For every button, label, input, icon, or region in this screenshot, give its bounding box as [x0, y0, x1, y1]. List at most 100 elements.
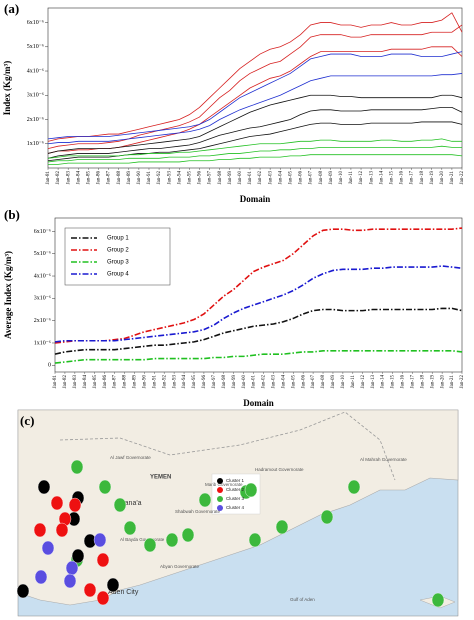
cluster-point — [55, 522, 69, 538]
x-tick-label: Jan-07 — [311, 375, 316, 389]
x-tick-label: Jan-84 — [76, 171, 81, 185]
x-tick-label: Jan-17 — [411, 375, 416, 389]
x-tick-label: Jan-06 — [299, 171, 304, 185]
border — [59, 411, 396, 481]
x-tick-label: Jan-08 — [321, 375, 326, 389]
x-tick-label: Jan-88 — [123, 375, 128, 389]
plot-frame — [54, 217, 463, 373]
x-tick-label: Jan-16 — [400, 171, 405, 185]
plot-frame — [47, 7, 463, 169]
x-tick-label: Jan-82 — [63, 375, 68, 389]
x-tick-label: Jan-13 — [371, 375, 376, 389]
x-tick-label: Jan-92 — [157, 171, 162, 185]
x-tick-label: Jan-05 — [291, 375, 296, 389]
series-line — [47, 106, 463, 159]
x-tick-label: Jan-89 — [133, 375, 138, 389]
x-tick-label: Jan-06 — [301, 375, 306, 389]
cluster-point — [165, 532, 179, 548]
x-tick-label: Jan-11 — [351, 375, 356, 389]
cluster-point — [33, 522, 47, 538]
x-tick-label: Jan-93 — [172, 375, 177, 389]
x-tick-label: Jan-96 — [198, 171, 203, 185]
y-tick-label: 0 — [48, 363, 51, 369]
cluster-point — [198, 492, 212, 508]
country-label: YEMEN — [150, 475, 171, 481]
y-tick-label: 6x10⁻⁶ — [34, 229, 51, 235]
x-tick-label: Jan-00 — [242, 375, 247, 389]
legend-label: Cluster 2 — [226, 487, 245, 492]
x-tick-label: Jan-93 — [167, 171, 172, 185]
legend-swatch — [217, 487, 223, 493]
legend-swatch — [217, 496, 223, 502]
x-tick-label: Jan-14 — [379, 171, 384, 185]
cluster-point — [113, 497, 127, 513]
x-tick-label: Jan-87 — [113, 375, 118, 389]
series-line — [47, 145, 462, 163]
y-axis-title: Average Index (Kg/m³) — [3, 251, 13, 339]
x-tick-label: Jan-99 — [228, 171, 233, 185]
y-tick-label: 2x10⁻⁶ — [34, 318, 51, 324]
x-tick-label: Jan-03 — [268, 171, 273, 185]
place-label: Al Mahrah Governorate — [360, 457, 407, 462]
y-tick-label: 3x10⁻⁶ — [27, 93, 44, 99]
x-tick-label: Jan-19 — [430, 171, 435, 185]
cluster-point — [106, 577, 120, 593]
place-label: Hadramout Governorate — [255, 467, 304, 472]
sea-label: Gulf of Aden — [290, 597, 315, 602]
x-tick-label: Jan-95 — [192, 375, 197, 389]
x-tick-label: Jan-86 — [97, 171, 102, 185]
series-line — [47, 46, 463, 154]
x-tick-label: Jan-17 — [410, 171, 415, 185]
cluster-point — [244, 482, 258, 498]
y-tick-label: 4x10⁻⁶ — [27, 68, 44, 74]
x-tick-label: Jan-92 — [162, 375, 167, 389]
place-label: Al Bayda Governorate — [120, 537, 165, 542]
legend-swatch — [217, 478, 223, 484]
x-tick-label: Jan-97 — [212, 375, 217, 389]
cluster-point — [68, 497, 82, 513]
x-tick-label: Jan-94 — [177, 171, 182, 185]
x-tick-label: Jan-96 — [202, 375, 207, 389]
x-tick-label: Jan-19 — [430, 375, 435, 389]
place-label: Shabwah Governorate — [175, 509, 221, 514]
x-tick-label: Jan-16 — [401, 375, 406, 389]
cluster-point — [65, 560, 79, 576]
place-label: Al Jawf Governorate — [110, 455, 151, 460]
x-tick-label: Jan-21 — [450, 375, 455, 389]
panel-label: (b) — [4, 207, 20, 222]
x-tick-label: Jan-20 — [440, 375, 445, 389]
cluster-point — [123, 520, 137, 536]
x-tick-label: Jan-12 — [361, 375, 366, 389]
x-tick-label: Jan-10 — [341, 375, 346, 389]
cluster-point — [71, 548, 85, 564]
cluster-point — [70, 459, 84, 475]
x-tick-label: Jan-22 — [460, 171, 465, 185]
x-tick-label: Jan-04 — [278, 171, 283, 185]
x-tick-label: Jan-83 — [66, 171, 71, 185]
x-tick-label: Jan-07 — [309, 171, 314, 185]
y-tick-label: 4x10⁻⁶ — [34, 273, 51, 279]
legend-label: Cluster 1 — [226, 478, 245, 483]
cluster-point — [275, 519, 289, 535]
x-tick-label: Jan-21 — [450, 171, 455, 185]
panel-label: (c) — [20, 413, 34, 428]
y-tick-label: 5x10⁻⁶ — [27, 44, 44, 50]
x-tick-label: Jan-85 — [93, 375, 98, 389]
x-tick-label: Jan-87 — [107, 171, 112, 185]
x-tick-label: Jan-14 — [381, 375, 386, 389]
x-tick-label: Jan-12 — [359, 171, 364, 185]
x-tick-label: Jan-18 — [420, 171, 425, 185]
legend-label: Group 1 — [107, 236, 129, 242]
x-tick-label: Jan-09 — [331, 375, 336, 389]
x-tick-label: Jan-91 — [152, 375, 157, 389]
cluster-point — [41, 540, 55, 556]
x-tick-label: Jan-81 — [53, 375, 58, 389]
x-tick-label: Jan-22 — [460, 375, 465, 389]
x-tick-label: Jan-97 — [208, 171, 213, 185]
x-tick-label: Jan-15 — [391, 375, 396, 389]
x-tick-label: Jan-89 — [127, 171, 132, 185]
y-tick-label: 1x10⁻⁶ — [34, 340, 51, 346]
x-tick-label: Jan-98 — [218, 171, 223, 185]
legend-label: Group 2 — [107, 248, 129, 254]
series-line — [54, 307, 463, 355]
